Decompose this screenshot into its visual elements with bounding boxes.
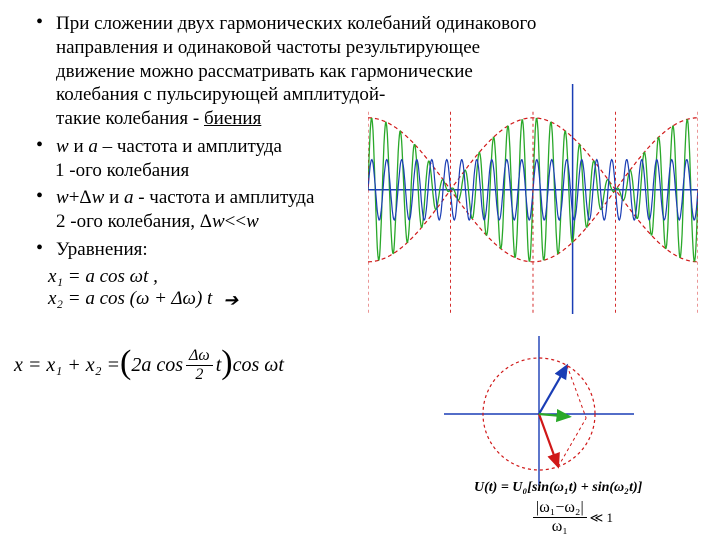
b3-l2lt: << bbox=[225, 211, 246, 232]
b2-w: w bbox=[56, 136, 69, 157]
ratio-frac: |ω₁−ω₂| ω₁ bbox=[533, 500, 587, 535]
eq-sum-pre: x = x₁ + x₂ = bbox=[14, 354, 120, 377]
b2-line2: 1 -ого колебания bbox=[55, 159, 395, 183]
b2-line1: w и a – частота и амплитуда bbox=[56, 135, 396, 159]
b3-l2w1: w bbox=[212, 211, 225, 232]
b3-w2: w bbox=[92, 187, 105, 208]
ratio-n: |ω₁−ω₂| bbox=[533, 500, 587, 518]
b3-l2w2: w bbox=[246, 211, 259, 232]
b3-w1: w bbox=[56, 187, 69, 208]
ratio-d: ω₁ bbox=[552, 518, 568, 535]
eq-sum-in1: 2a cos bbox=[131, 354, 183, 377]
arrow-icon: ➔ bbox=[223, 290, 238, 311]
b3-l2a: 2 -ого колебания, Δ bbox=[56, 211, 212, 232]
b1-line5-term: биения bbox=[204, 108, 261, 129]
b3-line1: w+Δw и a - частота и амплитуда bbox=[56, 186, 396, 210]
b1-line1: При сложении двух гармонических колебани… bbox=[56, 12, 690, 36]
b3-and: и bbox=[104, 187, 124, 208]
b1-line5-pre: такие колебания - bbox=[56, 108, 204, 129]
paren-right: ) bbox=[221, 353, 232, 373]
b3-pd: +Δ bbox=[69, 187, 92, 208]
b1-line5: такие колебания - биения bbox=[56, 107, 396, 131]
ratio-r: ≪ 1 bbox=[590, 510, 613, 526]
formula-ratio: |ω₁−ω₂| ω₁ ≪ 1 bbox=[530, 500, 613, 535]
b4-line: Уравнения: bbox=[56, 238, 396, 262]
b3-rest: - частота и амплитуда bbox=[133, 187, 314, 208]
b2-rest: – частота и амплитуда bbox=[98, 136, 282, 157]
b1-line3: движение можно рассматривать как гармони… bbox=[56, 60, 690, 84]
b1-line2: направления и одинаковой частоты результ… bbox=[56, 36, 690, 60]
eq-sum-frac: Δω 2 bbox=[186, 348, 213, 383]
eq-sum-post: cos ωt bbox=[233, 354, 284, 377]
formula-ut: U(t) = U₀[sin(ω₁t) + sin(ω₂t)] bbox=[474, 480, 642, 496]
eq-frac-n: Δω bbox=[186, 348, 213, 366]
b2-a: a bbox=[88, 136, 98, 157]
eq-sum: x = x₁ + x₂ = ( 2a cos Δω 2 t ) cos ωt bbox=[14, 348, 284, 383]
beats-diagram bbox=[368, 84, 698, 314]
b3-line2: 2 -ого колебания, Δw<<w bbox=[56, 210, 396, 234]
formula-ut-text: U(t) = U₀[sin(ω₁t) + sin(ω₂t)] bbox=[474, 480, 642, 495]
b2-and: и bbox=[69, 136, 89, 157]
eq-frac-d: 2 bbox=[195, 366, 203, 383]
phasor-diagram bbox=[444, 336, 634, 486]
paren-left: ( bbox=[120, 353, 131, 373]
b1-line4: колебания с пульсирующей амплитудой- bbox=[56, 83, 396, 107]
eq-x2-text: x₂ = a cos (ω + Δω) t bbox=[48, 288, 212, 309]
